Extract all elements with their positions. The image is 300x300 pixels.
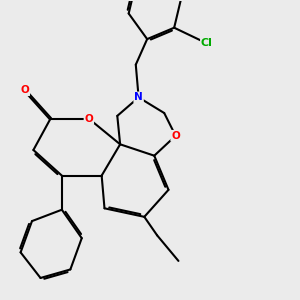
Text: O: O [85,114,93,124]
Text: Cl: Cl [201,38,213,48]
Text: O: O [171,131,180,141]
Text: O: O [20,85,29,95]
Text: N: N [134,92,143,102]
